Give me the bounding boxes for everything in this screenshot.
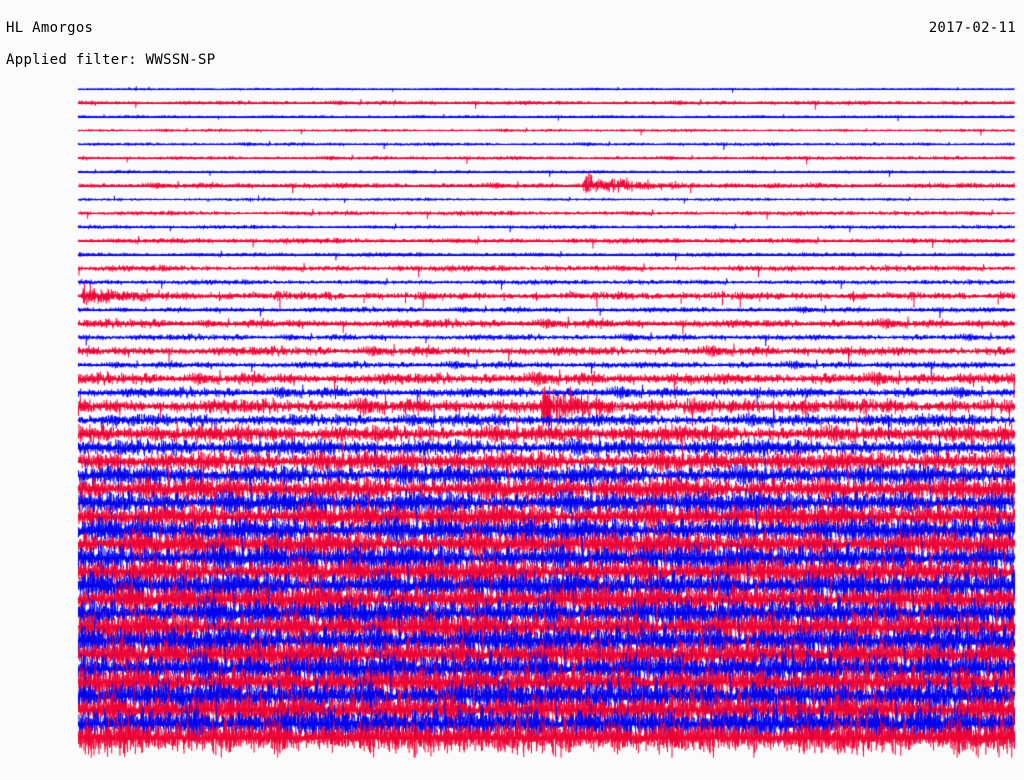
helicorder-plot: 00:0000:3001:0001:3002:0002:3003:0003:30…: [0, 78, 1024, 780]
seismogram-traces: [0, 78, 1024, 780]
filter-label: Applied filter: WWSSN-SP: [6, 52, 216, 68]
page-title: HL Amorgos: [6, 20, 94, 36]
date-label: 2017-02-11: [928, 20, 1016, 36]
trace-container: [0, 78, 1024, 780]
